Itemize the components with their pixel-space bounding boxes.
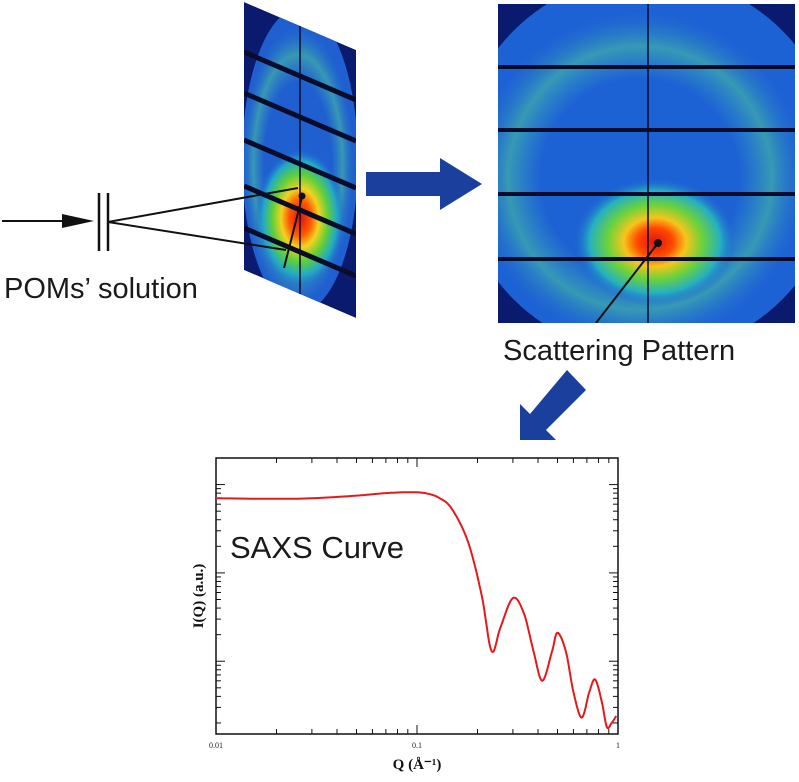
saxs-chart: 0.01 0.1 1 Q (Å⁻¹) I(Q) (a.u.) [191,457,620,773]
detector-left [244,2,356,318]
arrow-right [366,158,482,210]
scattering-cone [107,187,303,269]
x-tick-label: 1 [616,741,620,750]
arrow-down-left [520,370,586,440]
saxs-curve-series [216,491,618,730]
x-tick-label: 0.01 [209,741,223,750]
beam-stop-left [298,192,306,200]
sample-cell [97,193,110,251]
plot-frame [215,457,619,735]
x-tick-label: 0.1 [412,741,422,750]
pom-solution-label: POMs’ solution [4,273,198,305]
scattering-pattern-label: Scattering Pattern [503,335,736,367]
x-axis-label: Q (Å⁻¹) [393,757,442,773]
saxs-curve-label: SAXS Curve [230,530,405,565]
y-axis-label: I(Q) (a.u.) [191,564,207,629]
beam-stop-right [654,239,662,247]
detector-right [498,4,795,323]
incident-beam [2,214,94,228]
